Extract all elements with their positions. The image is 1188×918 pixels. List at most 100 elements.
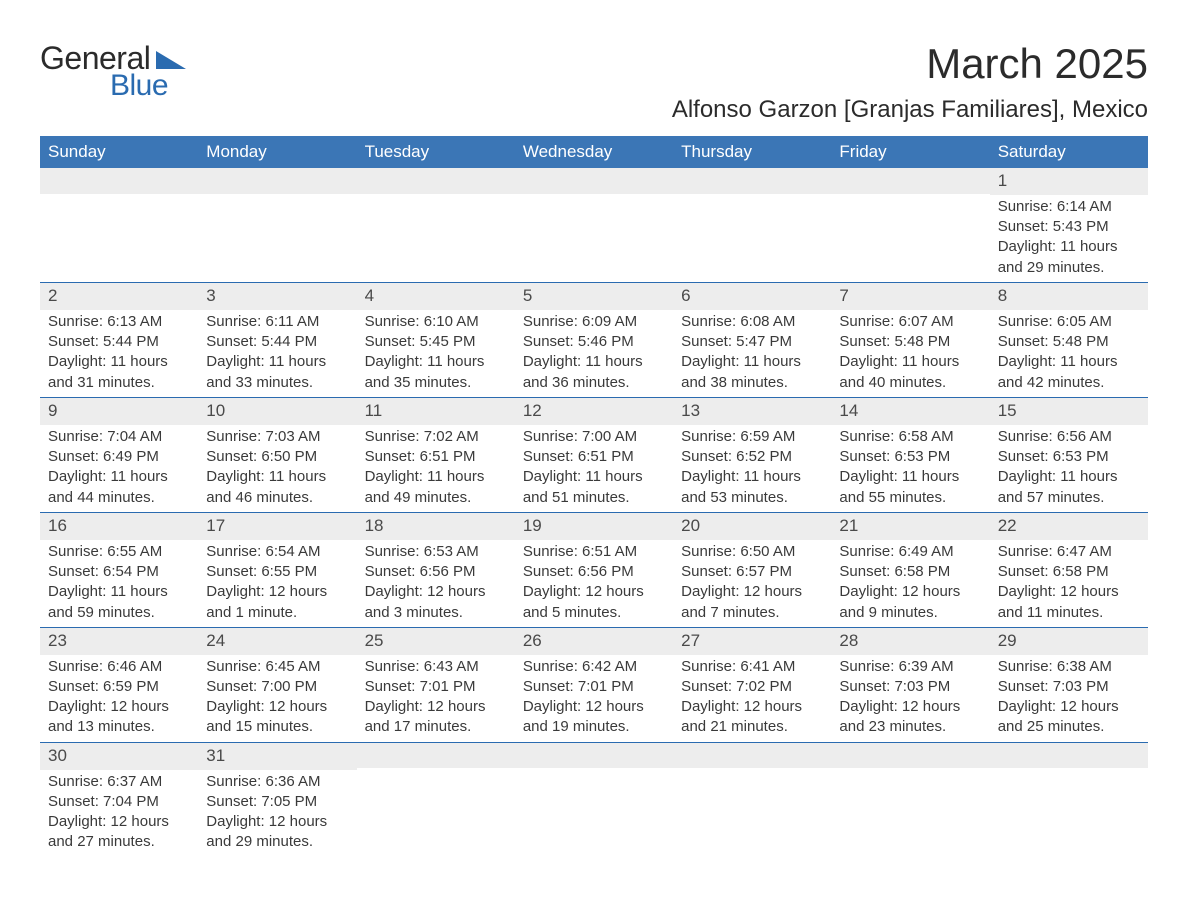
- day-number: 27: [673, 627, 831, 655]
- day-number: [990, 742, 1148, 768]
- sunset-text: Sunset: 5:47 PM: [681, 332, 823, 352]
- day-number: 17: [198, 512, 356, 540]
- day-cell: 30Sunrise: 6:37 AMSunset: 7:04 PMDayligh…: [40, 742, 198, 857]
- week-row: 2Sunrise: 6:13 AMSunset: 5:44 PMDaylight…: [40, 282, 1148, 397]
- day-number: 10: [198, 397, 356, 425]
- sunrise-text: Sunrise: 6:45 AM: [206, 657, 348, 677]
- day-body: Sunrise: 6:59 AMSunset: 6:52 PMDaylight:…: [673, 425, 831, 512]
- day-cell: 5Sunrise: 6:09 AMSunset: 5:46 PMDaylight…: [515, 282, 673, 397]
- sunset-text: Sunset: 7:04 PM: [48, 792, 190, 812]
- daylight-text: Daylight: 12 hours and 1 minute.: [206, 582, 348, 623]
- day-cell: 18Sunrise: 6:53 AMSunset: 6:56 PMDayligh…: [357, 512, 515, 627]
- location-title: Alfonso Garzon [Granjas Familiares], Mex…: [672, 96, 1148, 124]
- day-body: Sunrise: 6:43 AMSunset: 7:01 PMDaylight:…: [357, 655, 515, 742]
- day-cell: 20Sunrise: 6:50 AMSunset: 6:57 PMDayligh…: [673, 512, 831, 627]
- sunset-text: Sunset: 5:48 PM: [998, 332, 1140, 352]
- sunset-text: Sunset: 6:53 PM: [839, 447, 981, 467]
- day-cell: [673, 168, 831, 282]
- day-body: Sunrise: 6:53 AMSunset: 6:56 PMDaylight:…: [357, 540, 515, 627]
- logo-word-blue: Blue: [110, 69, 186, 103]
- daylight-text: Daylight: 12 hours and 11 minutes.: [998, 582, 1140, 623]
- day-body: Sunrise: 6:41 AMSunset: 7:02 PMDaylight:…: [673, 655, 831, 742]
- day-number: 13: [673, 397, 831, 425]
- day-number: 23: [40, 627, 198, 655]
- day-body: Sunrise: 6:45 AMSunset: 7:00 PMDaylight:…: [198, 655, 356, 742]
- weekday-header: Thursday: [673, 136, 831, 168]
- weekday-header: Sunday: [40, 136, 198, 168]
- sunrise-text: Sunrise: 6:46 AM: [48, 657, 190, 677]
- day-cell: 9Sunrise: 7:04 AMSunset: 6:49 PMDaylight…: [40, 397, 198, 512]
- day-cell: 8Sunrise: 6:05 AMSunset: 5:48 PMDaylight…: [990, 282, 1148, 397]
- day-body: Sunrise: 6:07 AMSunset: 5:48 PMDaylight:…: [831, 310, 989, 397]
- day-cell: [673, 742, 831, 857]
- sunset-text: Sunset: 6:53 PM: [998, 447, 1140, 467]
- day-number: 8: [990, 282, 1148, 310]
- sunrise-text: Sunrise: 6:07 AM: [839, 312, 981, 332]
- day-number: [831, 742, 989, 768]
- sunrise-text: Sunrise: 6:10 AM: [365, 312, 507, 332]
- day-cell: 3Sunrise: 6:11 AMSunset: 5:44 PMDaylight…: [198, 282, 356, 397]
- sunrise-text: Sunrise: 7:04 AM: [48, 427, 190, 447]
- daylight-text: Daylight: 12 hours and 5 minutes.: [523, 582, 665, 623]
- sunset-text: Sunset: 5:43 PM: [998, 217, 1140, 237]
- day-number: 31: [198, 742, 356, 770]
- day-cell: 21Sunrise: 6:49 AMSunset: 6:58 PMDayligh…: [831, 512, 989, 627]
- day-cell: [990, 742, 1148, 857]
- daylight-text: Daylight: 11 hours and 59 minutes.: [48, 582, 190, 623]
- day-number: 22: [990, 512, 1148, 540]
- sunset-text: Sunset: 5:48 PM: [839, 332, 981, 352]
- day-cell: [357, 742, 515, 857]
- day-body-empty: [357, 194, 515, 272]
- day-body: Sunrise: 6:49 AMSunset: 6:58 PMDaylight:…: [831, 540, 989, 627]
- sunset-text: Sunset: 7:00 PM: [206, 677, 348, 697]
- day-cell: 22Sunrise: 6:47 AMSunset: 6:58 PMDayligh…: [990, 512, 1148, 627]
- daylight-text: Daylight: 11 hours and 55 minutes.: [839, 467, 981, 508]
- title-block: March 2025 Alfonso Garzon [Granjas Famil…: [672, 20, 1148, 124]
- day-body: Sunrise: 6:42 AMSunset: 7:01 PMDaylight:…: [515, 655, 673, 742]
- day-body: Sunrise: 6:47 AMSunset: 6:58 PMDaylight:…: [990, 540, 1148, 627]
- sunset-text: Sunset: 6:54 PM: [48, 562, 190, 582]
- sunset-text: Sunset: 6:57 PM: [681, 562, 823, 582]
- day-cell: 23Sunrise: 6:46 AMSunset: 6:59 PMDayligh…: [40, 627, 198, 742]
- day-cell: [515, 742, 673, 857]
- day-cell: 7Sunrise: 6:07 AMSunset: 5:48 PMDaylight…: [831, 282, 989, 397]
- day-number: [40, 168, 198, 194]
- sunset-text: Sunset: 6:55 PM: [206, 562, 348, 582]
- sunset-text: Sunset: 7:05 PM: [206, 792, 348, 812]
- sunset-text: Sunset: 6:59 PM: [48, 677, 190, 697]
- daylight-text: Daylight: 11 hours and 33 minutes.: [206, 352, 348, 393]
- day-cell: 12Sunrise: 7:00 AMSunset: 6:51 PMDayligh…: [515, 397, 673, 512]
- day-number: [515, 742, 673, 768]
- day-cell: 13Sunrise: 6:59 AMSunset: 6:52 PMDayligh…: [673, 397, 831, 512]
- sunset-text: Sunset: 6:58 PM: [839, 562, 981, 582]
- daylight-text: Daylight: 11 hours and 38 minutes.: [681, 352, 823, 393]
- sunset-text: Sunset: 6:52 PM: [681, 447, 823, 467]
- daylight-text: Daylight: 12 hours and 27 minutes.: [48, 812, 190, 853]
- day-cell: 11Sunrise: 7:02 AMSunset: 6:51 PMDayligh…: [357, 397, 515, 512]
- sunrise-text: Sunrise: 6:14 AM: [998, 197, 1140, 217]
- day-number: 19: [515, 512, 673, 540]
- day-cell: [198, 168, 356, 282]
- sunset-text: Sunset: 6:56 PM: [365, 562, 507, 582]
- header-bar: General Blue March 2025 Alfonso Garzon […: [40, 20, 1148, 124]
- day-body: Sunrise: 6:10 AMSunset: 5:45 PMDaylight:…: [357, 310, 515, 397]
- day-number: 25: [357, 627, 515, 655]
- calendar: Sunday Monday Tuesday Wednesday Thursday…: [40, 136, 1148, 857]
- day-number: [673, 168, 831, 194]
- day-cell: 25Sunrise: 6:43 AMSunset: 7:01 PMDayligh…: [357, 627, 515, 742]
- day-cell: 28Sunrise: 6:39 AMSunset: 7:03 PMDayligh…: [831, 627, 989, 742]
- week-row: 9Sunrise: 7:04 AMSunset: 6:49 PMDaylight…: [40, 397, 1148, 512]
- weekday-header: Saturday: [990, 136, 1148, 168]
- sunset-text: Sunset: 6:51 PM: [365, 447, 507, 467]
- sunrise-text: Sunrise: 6:36 AM: [206, 772, 348, 792]
- day-body: Sunrise: 6:54 AMSunset: 6:55 PMDaylight:…: [198, 540, 356, 627]
- day-number: 24: [198, 627, 356, 655]
- day-body: Sunrise: 6:55 AMSunset: 6:54 PMDaylight:…: [40, 540, 198, 627]
- day-number: 9: [40, 397, 198, 425]
- daylight-text: Daylight: 12 hours and 29 minutes.: [206, 812, 348, 853]
- sunset-text: Sunset: 6:58 PM: [998, 562, 1140, 582]
- day-number: [198, 168, 356, 194]
- sunrise-text: Sunrise: 7:00 AM: [523, 427, 665, 447]
- day-body: Sunrise: 6:38 AMSunset: 7:03 PMDaylight:…: [990, 655, 1148, 742]
- day-number: [673, 742, 831, 768]
